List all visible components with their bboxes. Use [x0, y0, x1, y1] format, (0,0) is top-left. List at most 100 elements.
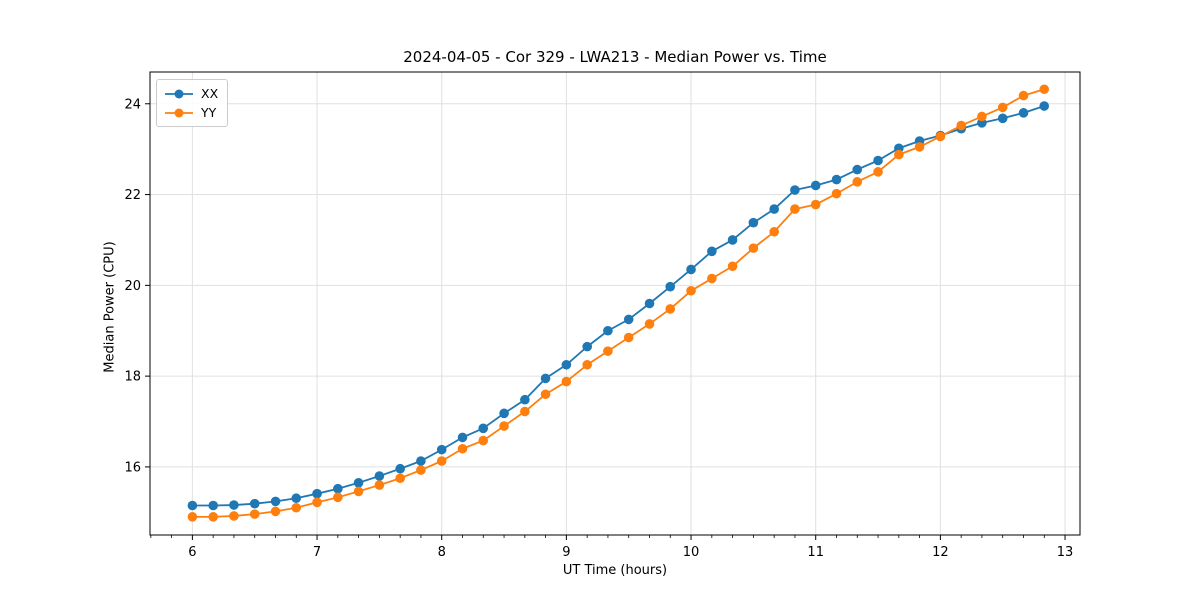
x-tick-label: 13 [1057, 545, 1074, 560]
data-point-xx [644, 298, 655, 309]
y-tick-label: 22 [124, 188, 141, 203]
data-point-xx [353, 478, 364, 488]
data-point-yy [707, 273, 717, 284]
chart-title: 2024-04-05 - Cor 329 - LWA213 - Median P… [403, 48, 827, 66]
data-point-xx [312, 488, 322, 499]
data-point-yy [520, 406, 530, 417]
data-point-xx [727, 235, 738, 245]
data-point-xx [831, 174, 842, 185]
x-tick-label: 12 [932, 545, 949, 560]
data-point-yy [291, 502, 302, 513]
data-point-yy [894, 149, 904, 160]
data-point-xx [187, 500, 198, 511]
data-point-xx [229, 500, 239, 510]
legend: XX YY [156, 79, 229, 127]
series-line-xx [191, 105, 1046, 507]
data-point-yy [270, 506, 281, 517]
data-point-xx [561, 359, 572, 370]
y-axis-label-text: Median Power (CPU) [102, 241, 118, 373]
data-point-yy [748, 243, 759, 253]
data-point-yy [416, 465, 426, 475]
data-point-yy [395, 473, 406, 484]
data-point-xx [810, 180, 821, 191]
data-point-yy [935, 131, 946, 142]
legend-item-yy: YY [164, 103, 218, 122]
data-point-yy [374, 480, 385, 490]
data-point-yy [603, 346, 613, 356]
x-tick-label: 6 [188, 545, 196, 560]
data-point-yy [436, 456, 447, 466]
x-tick-label: 9 [562, 545, 570, 560]
legend-item-xx: XX [164, 84, 218, 103]
data-point-yy [956, 120, 966, 131]
data-point-xx [457, 432, 468, 443]
data-point-yy [665, 304, 676, 314]
x-axis-label: UT Time (hours) [562, 563, 668, 578]
data-point-yy [1018, 90, 1029, 101]
data-point-yy [208, 512, 219, 522]
data-point-xx [499, 408, 509, 419]
data-point-yy [790, 204, 800, 214]
data-point-xx [582, 341, 592, 352]
data-point-yy [831, 188, 842, 199]
data-point-xx [603, 325, 613, 336]
data-point-xx [852, 164, 863, 175]
data-point-xx [540, 373, 551, 384]
data-point-yy [977, 111, 987, 122]
data-point-xx [333, 483, 343, 494]
data-point-xx [520, 394, 530, 405]
data-point-yy [312, 497, 322, 508]
data-point-yy [810, 199, 821, 210]
data-point-xx [270, 496, 281, 507]
data-point-yy [623, 332, 634, 343]
data-point-yy [333, 492, 343, 503]
data-point-xx [436, 444, 447, 455]
data-point-xx [748, 217, 759, 228]
data-point-yy [249, 509, 260, 519]
y-tick-label: 18 [124, 370, 141, 385]
data-point-xx [997, 113, 1008, 124]
data-point-yy [457, 443, 468, 454]
data-point-xx [873, 155, 883, 166]
data-point-yy [187, 512, 198, 522]
data-point-yy [873, 167, 883, 177]
data-point-yy [644, 319, 655, 329]
data-point-xx [395, 463, 406, 474]
y-tick-label: 20 [124, 279, 141, 294]
data-point-xx [707, 246, 717, 257]
data-point-yy [1039, 84, 1050, 95]
legend-label-yy: YY [201, 105, 217, 120]
data-point-xx [686, 264, 696, 275]
legend-line-sample-xx [165, 89, 193, 98]
y-tick-label: 16 [124, 460, 141, 475]
data-point-yy [561, 376, 572, 387]
series-line-yy [191, 88, 1046, 518]
data-point-yy [582, 359, 592, 370]
data-point-xx [623, 314, 634, 325]
data-point-yy [852, 177, 863, 187]
data-point-xx [208, 500, 219, 511]
data-point-yy [769, 226, 779, 237]
data-point-xx [665, 281, 676, 292]
x-tick-label: 10 [683, 545, 700, 560]
data-point-xx [478, 423, 489, 434]
data-point-xx [416, 456, 426, 466]
x-tick-label: 7 [313, 545, 321, 560]
data-point-yy [353, 486, 364, 497]
data-point-yy [914, 142, 925, 152]
legend-line-sample-yy [165, 108, 193, 117]
data-point-yy [540, 389, 551, 400]
data-point-yy [229, 511, 239, 521]
axes-frame [149, 71, 1081, 536]
data-point-yy [997, 102, 1008, 113]
x-tick-label: 11 [807, 545, 824, 560]
data-point-yy [478, 435, 489, 446]
legend-label-xx: XX [201, 86, 219, 101]
data-point-yy [686, 285, 696, 296]
data-point-xx [291, 493, 302, 504]
x-tick-label: 8 [438, 545, 446, 560]
data-point-xx [790, 185, 800, 195]
data-point-xx [769, 204, 779, 214]
